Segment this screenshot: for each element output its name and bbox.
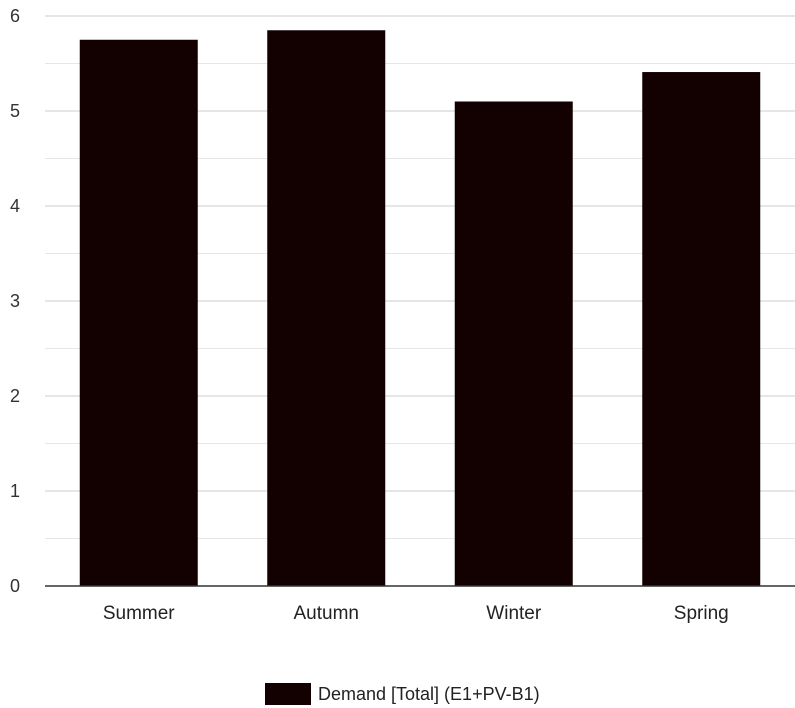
bars <box>79 30 761 587</box>
legend-label: Demand [Total] (E1+PV-B1) <box>318 684 540 704</box>
y-tick-label: 1 <box>10 481 20 501</box>
bar-winter[interactable] <box>454 101 573 587</box>
x-tick-label: Autumn <box>294 603 359 624</box>
y-tick-label: 5 <box>10 101 20 121</box>
y-axis-tick-labels: 0 1 2 3 4 5 6 <box>10 6 20 596</box>
y-tick-label: 0 <box>10 576 20 596</box>
bar-summer[interactable] <box>79 39 198 586</box>
x-axis-category-labels: Summer Autumn Winter Spring <box>103 603 729 624</box>
y-tick-label: 6 <box>10 6 20 26</box>
x-tick-label: Winter <box>486 603 542 624</box>
y-tick-label: 2 <box>10 386 20 406</box>
bar-spring[interactable] <box>642 72 761 587</box>
x-tick-label: Spring <box>674 603 729 624</box>
legend-swatch <box>265 683 311 705</box>
bar-autumn[interactable] <box>267 30 386 586</box>
y-tick-label: 3 <box>10 291 20 311</box>
y-tick-label: 4 <box>10 196 20 216</box>
x-tick-label: Summer <box>103 603 175 624</box>
legend: Demand [Total] (E1+PV-B1) <box>265 683 540 705</box>
